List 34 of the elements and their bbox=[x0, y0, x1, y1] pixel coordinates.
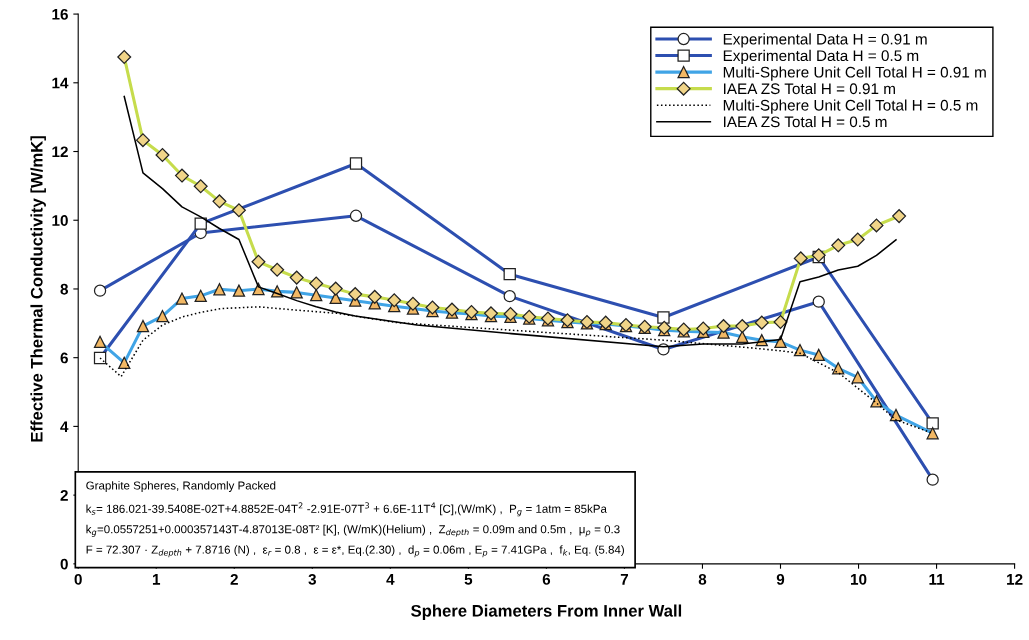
x-tick-label: 8 bbox=[698, 573, 707, 585]
y-tick-label: 0 bbox=[60, 558, 68, 570]
legend-label: IAEA ZS Total H = 0.5 m bbox=[724, 115, 887, 128]
x-tick-label: 10 bbox=[851, 573, 867, 585]
x-tick-label: 3 bbox=[308, 573, 316, 585]
y-tick-label: 2 bbox=[60, 489, 68, 501]
x-tick-label: 1 bbox=[152, 574, 161, 585]
y-axis-title: Effective Thermal Conductivity [W/mK] bbox=[30, 136, 46, 442]
text: k$_{s}$= 186.021-39.5408E-02T+4.8852E-04T$^{2}$ -2.91E-07T$^{3}$ + 6.6E-11T$^{4}$ [C],(W/mK) , P$_{g}$ = 1atm = 85kPa bbox=[86, 502, 607, 517]
text: F = 72.307 · Z$_{depth}$ + 7.8716 (N) , ε$_{r}$ = 0.8 , ε = ε*, Eq.(2.30) , d$_{p}$ = 0.06m , E$_{p}$ = 7.41GPa , f$_{k}$, Eq. (5.84) bbox=[86, 545, 624, 558]
x-tick-label: 9 bbox=[776, 573, 785, 585]
x-tick-label: 6 bbox=[542, 573, 551, 585]
x-tick-label: 12 bbox=[1007, 573, 1023, 585]
legend-label: Multi-Sphere Unit Cell Total H = 0.91 m bbox=[723, 66, 986, 81]
legend-label: IAEA ZS Total H = 0.91 m bbox=[724, 82, 895, 95]
annotation: Graphite Spheres, Randomly Packed bbox=[86, 481, 276, 492]
x-tick-label: 11 bbox=[929, 574, 945, 585]
y-tick-label: 12 bbox=[52, 146, 68, 158]
x-tick-label: 5 bbox=[464, 574, 473, 585]
legend-label: Multi-Sphere Unit Cell Total H = 0.5 m bbox=[723, 99, 978, 114]
y-tick-label: 8 bbox=[60, 283, 69, 295]
y-tick-label: 10 bbox=[52, 215, 68, 226]
legend-label: Experimental Data H = 0.5 m bbox=[723, 49, 919, 65]
y-tick-label: 6 bbox=[60, 352, 68, 364]
annotation: k$_{g}$=0.0557251+0.000357143T-4.87013E-08T² [K], (W/mK)(Helium) , Z$_{depth}$ = 0.09m and 0.5m , μ$_{p}$ = 0.3 bbox=[86, 524, 620, 537]
x-tick-label: 0 bbox=[74, 573, 82, 585]
y-tick-label: 14 bbox=[52, 77, 69, 89]
legend-label: Experimental Data H = 0.91 m bbox=[723, 33, 927, 48]
x-axis-title: Sphere Diameters From Inner Wall bbox=[411, 604, 682, 621]
x-tick-label: 7 bbox=[620, 574, 629, 585]
x-tick-label: 4 bbox=[386, 574, 395, 585]
x-tick-label: 2 bbox=[230, 573, 238, 585]
y-tick-label: 4 bbox=[60, 421, 69, 432]
y-tick-label: 16 bbox=[52, 8, 68, 20]
